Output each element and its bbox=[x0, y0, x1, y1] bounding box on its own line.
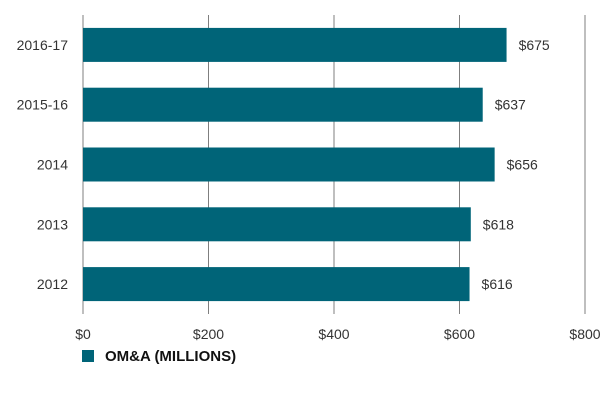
bars bbox=[83, 27, 507, 302]
value-label: $675 bbox=[519, 37, 550, 53]
category-label: 2014 bbox=[37, 157, 68, 173]
bar bbox=[83, 267, 470, 302]
x-tick-label: $800 bbox=[569, 326, 600, 342]
bar bbox=[83, 207, 471, 242]
x-tick-label: $400 bbox=[318, 326, 349, 342]
value-label: $637 bbox=[495, 97, 526, 113]
category-label: 2015-16 bbox=[17, 97, 69, 113]
category-labels: 2016-17 2015-16 2014 2013 2012 bbox=[17, 37, 69, 292]
legend-swatch bbox=[82, 350, 94, 362]
category-label: 2012 bbox=[37, 276, 68, 292]
value-label: $616 bbox=[482, 276, 513, 292]
category-label: 2013 bbox=[37, 216, 68, 232]
legend: OM&A (MILLIONS) bbox=[82, 348, 236, 365]
value-label: $656 bbox=[507, 157, 538, 173]
bar bbox=[83, 147, 495, 182]
value-labels: $675 $637 $656 $618 $616 bbox=[482, 37, 550, 292]
value-label: $618 bbox=[483, 216, 514, 232]
legend-label: OM&A (MILLIONS) bbox=[105, 348, 236, 365]
x-tick-label: $0 bbox=[75, 326, 91, 342]
x-tick-label: $600 bbox=[444, 326, 475, 342]
bar bbox=[83, 27, 507, 62]
bar bbox=[83, 87, 483, 122]
x-axis-tick-labels: $0 $200 $400 $600 $800 bbox=[75, 326, 601, 342]
x-tick-label: $200 bbox=[193, 326, 224, 342]
category-label: 2016-17 bbox=[17, 37, 69, 53]
